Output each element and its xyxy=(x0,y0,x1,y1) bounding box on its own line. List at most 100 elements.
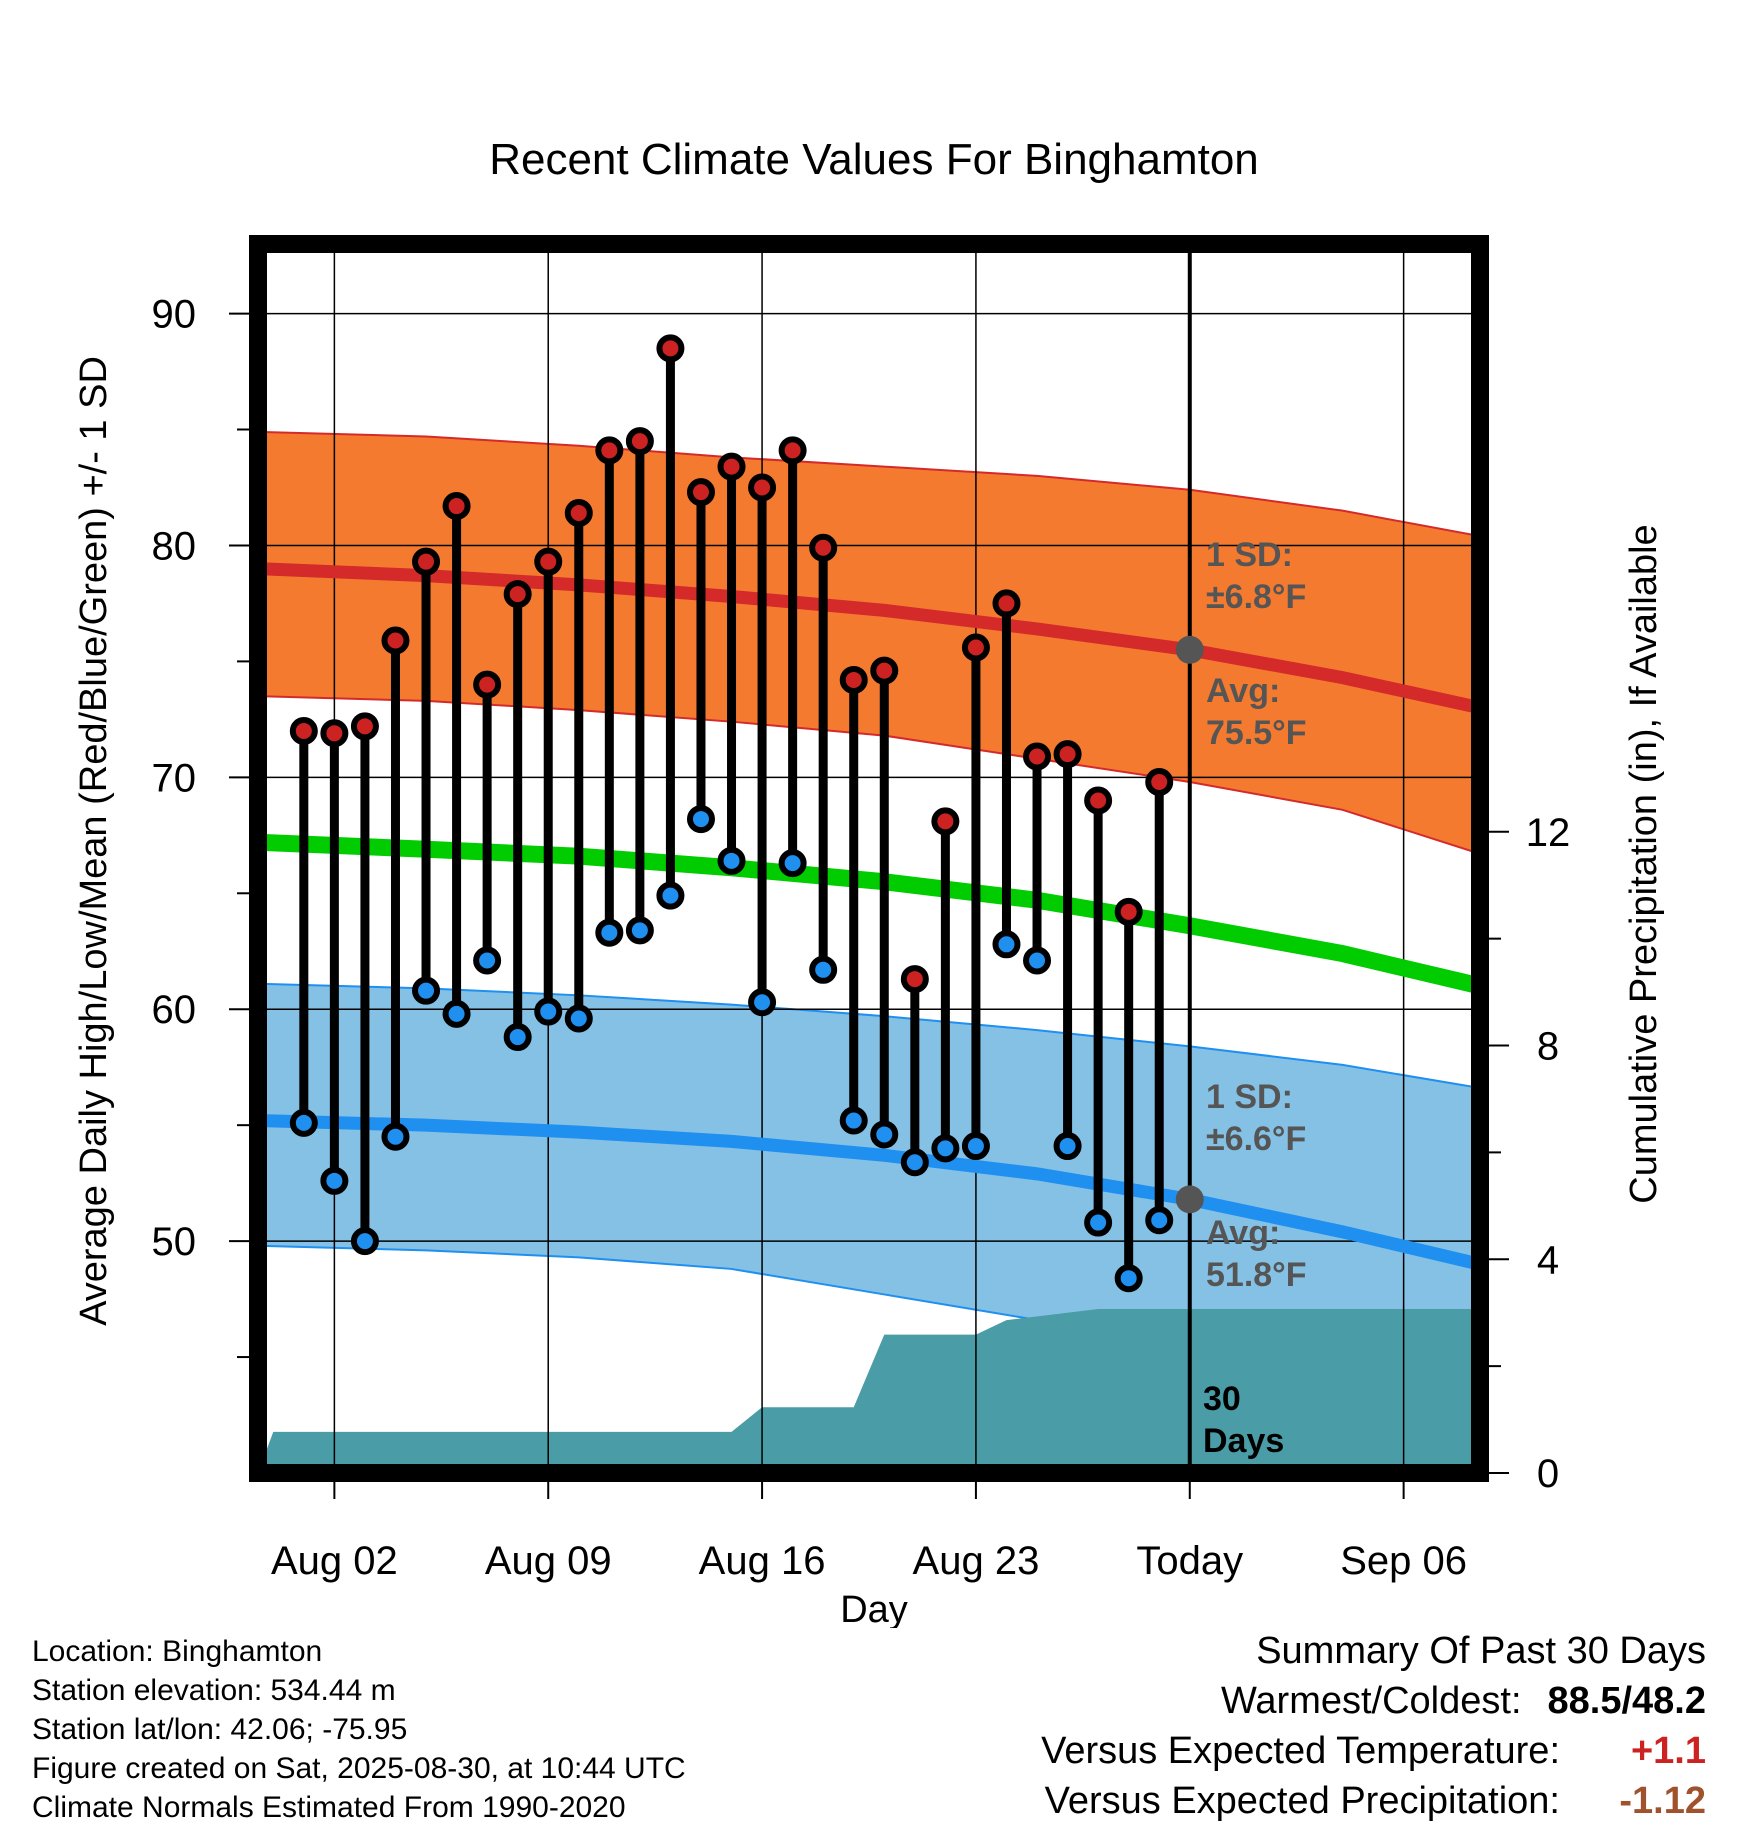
high-sd-band xyxy=(258,430,1480,855)
daily-high-point xyxy=(1145,767,1174,796)
daily-high-point xyxy=(717,452,746,481)
precip-label: Versus Expected Precipitation: xyxy=(1044,1780,1560,1822)
normals-text: Climate Normals Estimated From 1990-2020 xyxy=(32,1791,626,1824)
daily-high-point xyxy=(1084,786,1113,815)
daily-low-point xyxy=(320,1166,349,1195)
y2-tick-label: 4 xyxy=(1537,1238,1559,1282)
days-word-label: Days xyxy=(1203,1422,1284,1460)
daily-high-point xyxy=(381,626,410,655)
climate-chart: Recent Climate Values For Binghamton 1 S… xyxy=(73,135,1665,1628)
daily-high-point xyxy=(778,436,807,465)
x-tick-label: Aug 23 xyxy=(913,1539,1040,1583)
daily-low-point xyxy=(1023,946,1052,975)
daily-low-point xyxy=(473,946,502,975)
daily-low-point xyxy=(595,918,624,947)
daily-low-point xyxy=(839,1106,868,1135)
high-avg-value: 75.5°F xyxy=(1206,714,1307,752)
normal-high-line xyxy=(258,562,1480,715)
warmest-value: 88.5/48.2 xyxy=(1547,1680,1706,1722)
daily-low-point xyxy=(350,1227,379,1256)
daily-high-point xyxy=(870,656,899,685)
daily-low-point xyxy=(961,1132,990,1161)
daily-high-point xyxy=(931,807,960,836)
location-text: Location: Binghamton xyxy=(32,1635,323,1668)
plot-frame xyxy=(249,235,1489,1482)
y2-tick-label: 12 xyxy=(1526,811,1571,855)
low-sd-label: 1 SD: xyxy=(1206,1078,1293,1116)
y-tick-label: 90 xyxy=(152,293,197,337)
daily-low-point xyxy=(748,988,777,1017)
chart-title: Recent Climate Values For Binghamton xyxy=(489,135,1259,184)
x-axis-label: Day xyxy=(840,1589,908,1628)
summary-heading: Summary Of Past 30 Days xyxy=(1256,1630,1706,1672)
y-tick-label: 50 xyxy=(152,1220,197,1264)
y-tick-label: 80 xyxy=(152,524,197,568)
daily-low-point xyxy=(625,916,654,945)
temp-label: Versus Expected Temperature: xyxy=(1041,1730,1560,1772)
y-tick-label: 60 xyxy=(152,988,197,1032)
daily-high-point xyxy=(656,334,685,363)
days-count-label: 30 xyxy=(1203,1380,1241,1418)
daily-low-point xyxy=(1145,1206,1174,1235)
y-tick-label: 70 xyxy=(152,756,197,800)
daily-low-point xyxy=(992,930,1021,959)
created-text: Figure created on Sat, 2025-08-30, at 10… xyxy=(32,1752,686,1785)
daily-high-point xyxy=(992,589,1021,618)
daily-high-point xyxy=(809,533,838,562)
low-avg-value: 51.8°F xyxy=(1206,1256,1307,1294)
daily-low-point xyxy=(534,997,563,1026)
high-sd-value: ±6.8°F xyxy=(1206,578,1306,616)
daily-low-point xyxy=(686,805,715,834)
daily-high-point xyxy=(625,427,654,456)
daily-low-point xyxy=(1053,1132,1082,1161)
daily-high-point xyxy=(839,665,868,694)
low-sd-value: ±6.6°F xyxy=(1206,1120,1306,1158)
daily-low-point xyxy=(717,846,746,875)
daily-low-point xyxy=(900,1148,929,1177)
daily-high-point xyxy=(1114,897,1143,926)
daily-low-point xyxy=(381,1122,410,1151)
daily-high-point xyxy=(412,547,441,576)
today-avg-low-marker xyxy=(1175,1185,1204,1214)
daily-high-point xyxy=(748,473,777,502)
daily-high-point xyxy=(961,633,990,662)
low-sd-band xyxy=(258,982,1480,1386)
summary-temp-row: Versus Expected Temperature: +1.1 xyxy=(1041,1726,1706,1776)
y-axis-label: Average Daily High/Low/Mean (Red/Blue/Gr… xyxy=(73,356,115,1326)
elevation-text: Station elevation: 534.44 m xyxy=(32,1674,396,1707)
daily-low-point xyxy=(1114,1264,1143,1293)
precip-area xyxy=(258,1308,1480,1473)
daily-low-point xyxy=(503,1023,532,1052)
daily-high-point xyxy=(595,436,624,465)
daily-high-point xyxy=(1053,740,1082,769)
daily-low-point xyxy=(778,849,807,878)
daily-high-point xyxy=(900,965,929,994)
summary-panel: Summary Of Past 30 Days Warmest/Coldest:… xyxy=(1041,1626,1706,1826)
daily-high-point xyxy=(350,712,379,741)
x-tick-label: Aug 02 xyxy=(271,1539,398,1583)
daily-high-point xyxy=(503,580,532,609)
low-avg-label: Avg: xyxy=(1206,1214,1280,1252)
x-tick-label: Sep 06 xyxy=(1340,1539,1467,1583)
daily-high-point xyxy=(473,670,502,699)
daily-high-point xyxy=(1023,742,1052,771)
temp-value: +1.1 xyxy=(1630,1730,1706,1772)
warmest-label: Warmest/Coldest: xyxy=(1220,1680,1522,1722)
today-avg-high-marker xyxy=(1175,635,1204,664)
latlon-text: Station lat/lon: 42.06; -75.95 xyxy=(32,1713,408,1746)
daily-low-point xyxy=(412,976,441,1005)
high-avg-label: Avg: xyxy=(1206,672,1280,710)
y2-tick-label: 8 xyxy=(1537,1025,1559,1069)
daily-low-point xyxy=(870,1120,899,1149)
daily-low-point xyxy=(931,1134,960,1163)
daily-low-point xyxy=(1084,1208,1113,1237)
daily-low-point xyxy=(564,1004,593,1033)
daily-low-point xyxy=(656,881,685,910)
station-info: Location: Binghamton Station elevation: … xyxy=(32,1632,686,1827)
daily-high-point xyxy=(442,492,471,521)
summary-precip-row: Versus Expected Precipitation: -1.12 xyxy=(1041,1776,1706,1826)
plot-inner xyxy=(258,244,1480,1473)
daily-high-point xyxy=(534,547,563,576)
high-sd-label: 1 SD: xyxy=(1206,536,1293,574)
daily-high-point xyxy=(289,716,318,745)
